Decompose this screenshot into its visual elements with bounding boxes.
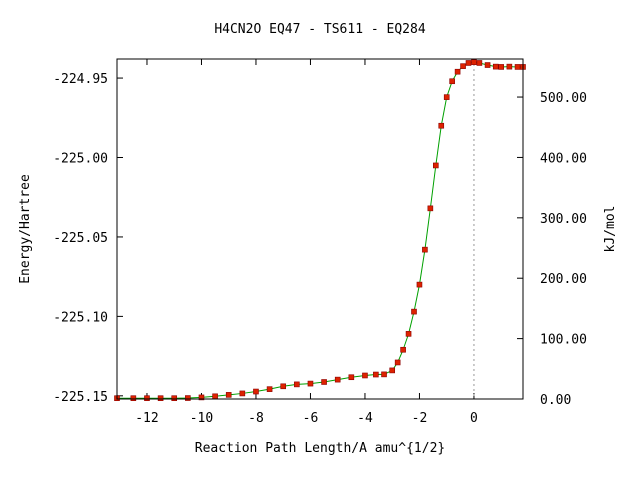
data-point: [405, 331, 412, 337]
data-point: [394, 359, 401, 366]
axis-ticks: [117, 59, 523, 400]
data-point: [433, 162, 439, 169]
data-point: [506, 63, 513, 70]
series-line: [117, 61, 523, 399]
y-tick-labels: -224.95 -225.00 -225.05 -225.10 -225.15: [53, 72, 108, 405]
data-point: [348, 374, 355, 381]
data-point: [438, 122, 445, 129]
data-point: [253, 388, 259, 395]
data-point: [514, 64, 521, 70]
data-point: [465, 60, 472, 66]
x-tick-label: -4: [357, 411, 373, 426]
data-point: [266, 386, 273, 392]
y-tick-label: -225.05: [53, 231, 108, 246]
data-point: [381, 371, 387, 378]
x-tick-labels: -12 -10 -8 -6 -4 -2 0: [135, 411, 478, 426]
data-point: [449, 78, 455, 85]
data-point: [422, 246, 428, 253]
y2-tick-label: 400.00: [540, 151, 587, 166]
y2-tick-label: 300.00: [540, 212, 587, 227]
data-point: [321, 379, 327, 385]
data-point: [411, 308, 417, 315]
data-point: [198, 394, 205, 401]
y2-tick-label: 0.00: [540, 393, 571, 408]
y-axis-title: Energy/Hartree: [18, 174, 33, 284]
data-point: [294, 381, 300, 388]
data-point: [484, 62, 491, 68]
data-point: [362, 372, 368, 379]
data-point: [454, 68, 461, 75]
data-point: [400, 346, 406, 353]
data-point: [443, 94, 450, 100]
plot-frame: [116, 58, 524, 400]
y-tick-label: -225.15: [53, 390, 108, 405]
y2-tick-label: 100.00: [540, 333, 587, 348]
y2-tick-label: 200.00: [540, 272, 587, 287]
data-point: [492, 63, 499, 70]
data-point: [471, 59, 477, 65]
x-axis-title: Reaction Path Length/A amu^{1/2}: [195, 441, 445, 456]
data-point: [389, 367, 396, 374]
x-tick-label: -10: [190, 411, 213, 426]
chart-title: H4CN2O EQ47 - TS611 - EQ284: [214, 22, 425, 37]
x-tick-label: -12: [135, 411, 158, 426]
data-point: [185, 395, 191, 401]
data-point: [416, 281, 423, 288]
y-tick-label: -225.10: [53, 310, 108, 325]
data-point: [171, 395, 178, 402]
y-tick-label: -224.95: [53, 72, 108, 87]
data-point: [427, 205, 434, 212]
data-point: [373, 371, 379, 378]
data-point: [280, 383, 287, 390]
x-tick-label: -2: [412, 411, 428, 426]
plot-area: [114, 59, 526, 402]
data-point: [157, 395, 164, 402]
data-point: [239, 390, 246, 397]
data-point: [334, 376, 341, 383]
x-tick-label: -6: [303, 411, 319, 426]
x-tick-label: 0: [470, 411, 478, 426]
y2-tick-label: 500.00: [540, 91, 587, 106]
y2-tick-labels: 500.00 400.00 300.00 200.00 100.00 0.00: [540, 91, 587, 408]
data-point: [476, 60, 483, 66]
x-tick-label: -8: [248, 411, 264, 426]
y2-axis-title: kJ/mol: [603, 206, 618, 253]
data-point: [212, 393, 218, 400]
data-point: [498, 64, 505, 70]
data-point: [460, 63, 466, 69]
y-tick-label: -225.00: [53, 152, 108, 167]
data-point: [225, 392, 232, 398]
data-point: [307, 380, 314, 387]
data-point: [144, 395, 150, 402]
data-point: [130, 395, 137, 402]
